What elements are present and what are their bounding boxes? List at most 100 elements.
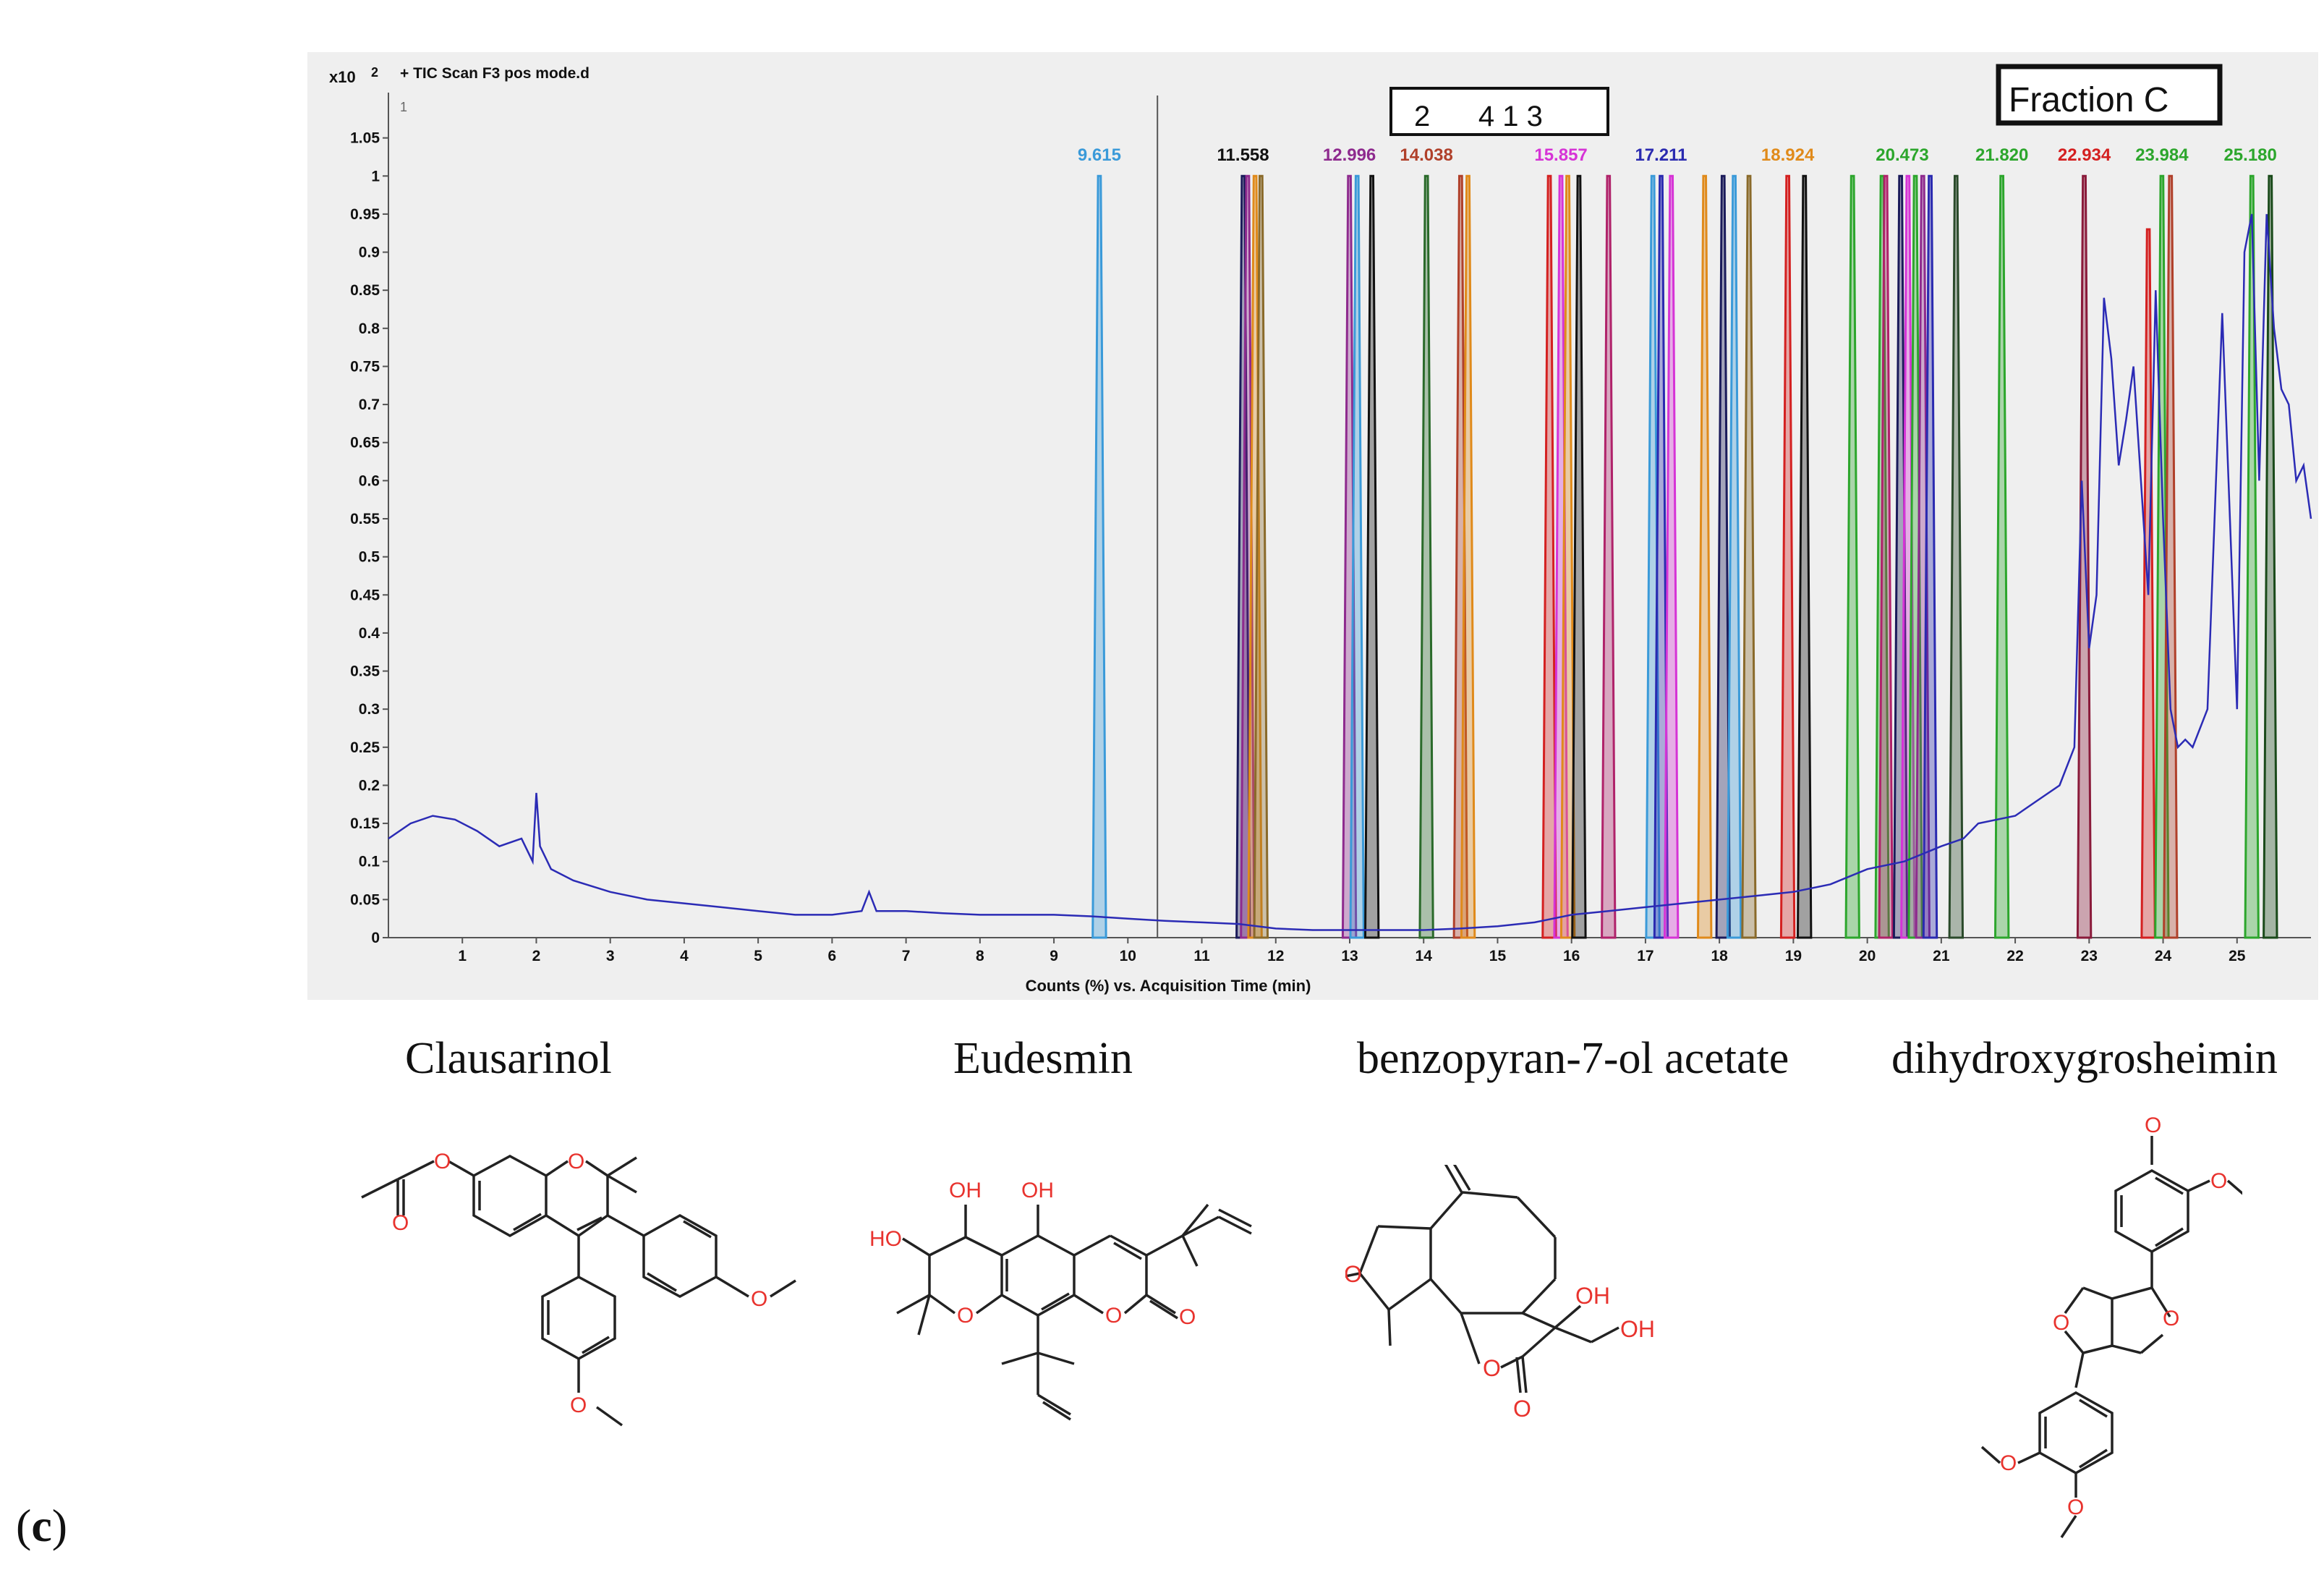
y-tick-label: 0.8 [359,321,380,337]
atom-o: O [392,1211,409,1235]
x-tick-label: 24 [2155,948,2172,964]
x-tick-label: 23 [2081,948,2098,964]
x-tick-label: 16 [1563,948,1580,964]
eic-peak [1796,174,1813,939]
chromatogram-panel: 0 0.05 0.1 0.15 0.2 0.25 0.3 0.35 0.4 0.45 0.5 0.55… [307,52,2318,1000]
atom-o: O [2000,1451,2017,1475]
atom-o: O [2163,1307,2179,1331]
peak-label: 11.558 [1217,145,1269,165]
x-tick-label: 7 [902,948,911,964]
structure-benzopyranol-acetate: O O O OH OH [1345,1165,1655,1422]
eic-peak [1349,174,1365,939]
x-tick-label: 9 [1050,948,1058,964]
x-tick-label: 14 [1416,948,1433,964]
x-tick-label: 22 [2006,948,2023,964]
atom-hydroxyl: OH [949,1179,982,1202]
structure-label-dihydroxygrosheimin: dihydroxygrosheimin [1891,1034,2278,1083]
y-tick-label: 0.5 [359,549,380,566]
x-tick-label: 8 [976,948,984,964]
peak-label: 21.820 [1975,145,2028,165]
y-tick-label: 0.7 [359,396,380,413]
eic-peak [1363,174,1380,939]
y-tick-label: 0.95 [350,206,380,223]
y-tick-label: 0.1 [359,854,380,870]
peak-label: 18.924 [1761,145,1815,165]
atom-o: O [434,1150,451,1174]
eic-peak [1779,174,1796,939]
eic-peak [1726,174,1742,939]
atom-hydroxyl-left: HO [869,1227,902,1251]
eic-peak [1696,174,1713,939]
atom-hydroxyl: OH [1620,1316,1655,1342]
eic-peak [1460,174,1476,939]
atom-o: O [568,1150,584,1174]
boxed-annotation-frame [1389,87,1609,136]
x-tick-label: 20 [1859,948,1876,964]
chart-title: + TIC Scan F3 pos mode.d [400,65,589,82]
eic-peak [1844,174,1860,939]
atom-o: O [2145,1114,2161,1137]
eic-peak [1922,174,1938,939]
x-tick-label: 4 [680,948,689,964]
eic-peak [2163,174,2179,939]
y-exponent-label: x10 [329,68,356,86]
eic-peak [1878,174,1894,939]
eic-peak [2244,174,2260,939]
eic-peak [1663,174,1680,939]
corner-tick-label: 1 [400,100,407,114]
structure-eudesmin: OH OH HO O O O [869,1179,1252,1421]
y-tick-label: 0.9 [359,245,380,261]
eic-peak [1253,174,1269,939]
x-axis-title: Counts (%) vs. Acquisition Time (min) [1026,977,1311,995]
y-tick-label: 0.85 [350,282,380,299]
atom-o: O [570,1393,587,1417]
eic-peak [1948,174,1965,939]
y-tick-label: 0.2 [359,777,380,794]
structure-clausarinol: O O O O O [361,1150,796,1427]
x-tick-label: 18 [1711,948,1728,964]
x-tick-label: 1 [458,948,467,964]
eic-peak [2263,174,2278,939]
x-tick-label: 15 [1489,948,1507,964]
y-tick-label: 1 [371,168,380,184]
structure-label-eudesmin: Eudesmin [953,1034,1133,1083]
peak-label: 9.615 [1078,145,1121,165]
peak-label: 20.473 [1876,145,1928,165]
y-tick-label: 1.05 [350,130,380,147]
eic-peak [1715,174,1732,939]
x-tick-label: 11 [1193,948,1210,964]
y-tick-label: 0.75 [350,358,380,375]
atom-o: O [957,1304,974,1328]
y-tick-label: 0.65 [350,435,380,451]
x-tick-label: 25 [2229,948,2246,964]
atom-o: O [2210,1169,2227,1193]
y-tick-label: 0.6 [359,472,380,489]
atom-o: O [1179,1305,1196,1329]
boxed-annotation: 2 4 1 3 [1414,101,1543,132]
y-tick-label: 0.15 [350,815,380,832]
y-exponent-power: 2 [371,65,378,80]
y-tick-label: 0.45 [350,587,380,603]
y-tick-label: 0.05 [350,891,380,908]
atom-o: O [1345,1261,1362,1287]
eic-peak [1091,174,1107,939]
eic-peak [1559,174,1576,939]
peak-label: 15.857 [1534,145,1587,165]
structure-label-clausarinol: Clausarinol [405,1034,612,1083]
atom-hydroxyl: OH [1021,1179,1054,1202]
peak-label: 25.180 [2223,145,2276,165]
atom-o: O [1105,1304,1122,1328]
peak-label: 14.038 [1400,145,1452,165]
x-tick-label: 19 [1785,948,1802,964]
atom-o: O [1483,1355,1501,1381]
fraction-label: Fraction C [2009,81,2168,119]
tic-series-line [388,213,2312,931]
eic-peak [1541,174,1557,939]
chromatogram-chart: 0 0.05 0.1 0.15 0.2 0.25 0.3 0.35 0.4 0.45 0.5 0.55… [329,64,2312,995]
y-tick-label: 0.3 [359,701,380,718]
atom-o: O [2067,1495,2084,1519]
x-tick-label: 5 [754,948,762,964]
peak-label: 23.984 [2135,145,2189,165]
x-tick-label: 21 [1933,948,1950,964]
peak-label: 12.996 [1323,145,1376,165]
